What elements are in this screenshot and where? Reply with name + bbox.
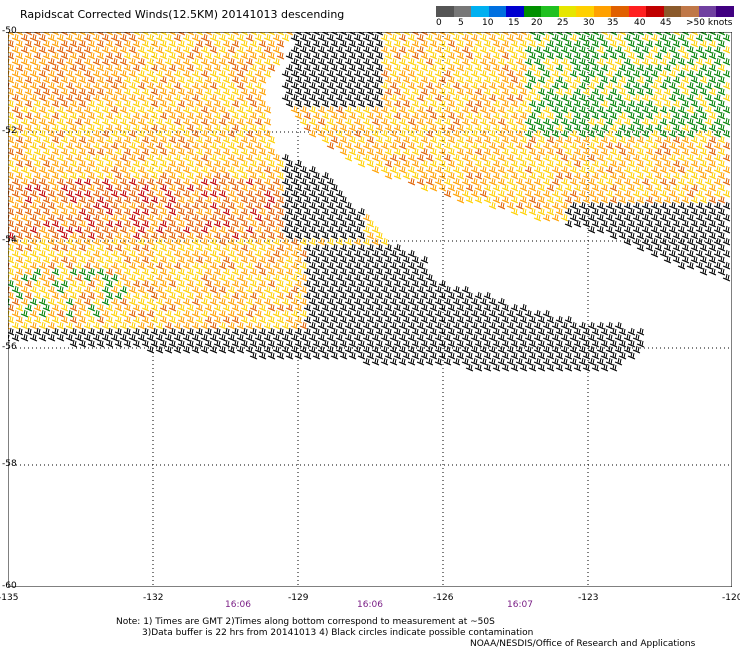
scale-label: 30: [583, 18, 595, 28]
longitude-label: -129: [288, 593, 309, 603]
scale-label: 25: [557, 18, 569, 28]
scale-swatch: [611, 6, 629, 17]
scale-label: 20: [531, 18, 543, 28]
wind-speed-color-scale: 0 5 10 15 20 25 30 35 40 45 >50 knots: [436, 6, 734, 29]
measurement-time: 16:06: [225, 600, 251, 610]
scale-label: 45: [660, 18, 672, 28]
scale-swatch: [558, 6, 576, 17]
scale-swatch: [576, 6, 594, 17]
map-title: Rapidscat Corrected Winds(12.5KM) 201410…: [20, 8, 345, 21]
scale-label: 0: [436, 18, 442, 28]
wind-barb-group: [8, 32, 731, 330]
wind-barb-group: [8, 32, 731, 330]
scale-swatch: [453, 6, 471, 17]
scale-label: 35: [607, 18, 619, 28]
wind-barb-map: [8, 32, 732, 587]
scale-swatch: [628, 6, 646, 17]
longitude-label: -135: [0, 593, 19, 603]
color-scale-bar: [436, 6, 734, 17]
scale-swatch: [681, 6, 699, 17]
longitude-label: -120: [722, 593, 740, 603]
wind-barbs: [8, 32, 731, 372]
latitude-label: -60: [2, 581, 17, 591]
wind-barb-group: [8, 177, 276, 240]
scale-swatch: [663, 6, 681, 17]
latitude-label: -54: [2, 235, 17, 245]
scale-label: >50 knots: [686, 18, 733, 28]
wind-barb-group: [8, 32, 731, 330]
longitude-label: -126: [433, 593, 454, 603]
latitude-label: -56: [2, 342, 17, 352]
latitude-label: -52: [2, 126, 17, 136]
credit-text: NOAA/NESDIS/Office of Research and Appli…: [470, 639, 696, 649]
scale-swatch: [523, 6, 541, 17]
scale-label: 10: [482, 18, 494, 28]
latitude-label: -50: [2, 26, 17, 36]
scale-swatch: [436, 6, 454, 17]
longitude-label: -123: [578, 593, 599, 603]
latitude-label: -58: [2, 459, 17, 469]
scale-swatch: [716, 6, 734, 17]
scale-label: 5: [458, 18, 464, 28]
scale-swatch: [541, 6, 559, 17]
notes-line-1: Note: 1) Times are GMT 2)Times along bot…: [116, 617, 495, 627]
scale-swatch: [593, 6, 611, 17]
color-scale-labels: 0 5 10 15 20 25 30 35 40 45 >50 knots: [436, 17, 734, 29]
scale-swatch: [488, 6, 506, 17]
scale-swatch: [506, 6, 524, 17]
notes-line-2: 3)Data buffer is 22 hrs from 20141013 4)…: [142, 628, 534, 638]
notes: Note: 1) Times are GMT 2)Times along bot…: [116, 617, 533, 639]
scale-label: 15: [508, 18, 520, 28]
longitude-label: -132: [143, 593, 164, 603]
scale-swatch: [698, 6, 716, 17]
scale-swatch: [471, 6, 489, 17]
measurement-time: 16:06: [357, 600, 383, 610]
wind-barb-group: [8, 32, 731, 372]
measurement-time: 16:07: [507, 600, 533, 610]
scale-label: 40: [634, 18, 646, 28]
wind-barb-group: [8, 32, 731, 318]
scale-swatch: [646, 6, 664, 17]
